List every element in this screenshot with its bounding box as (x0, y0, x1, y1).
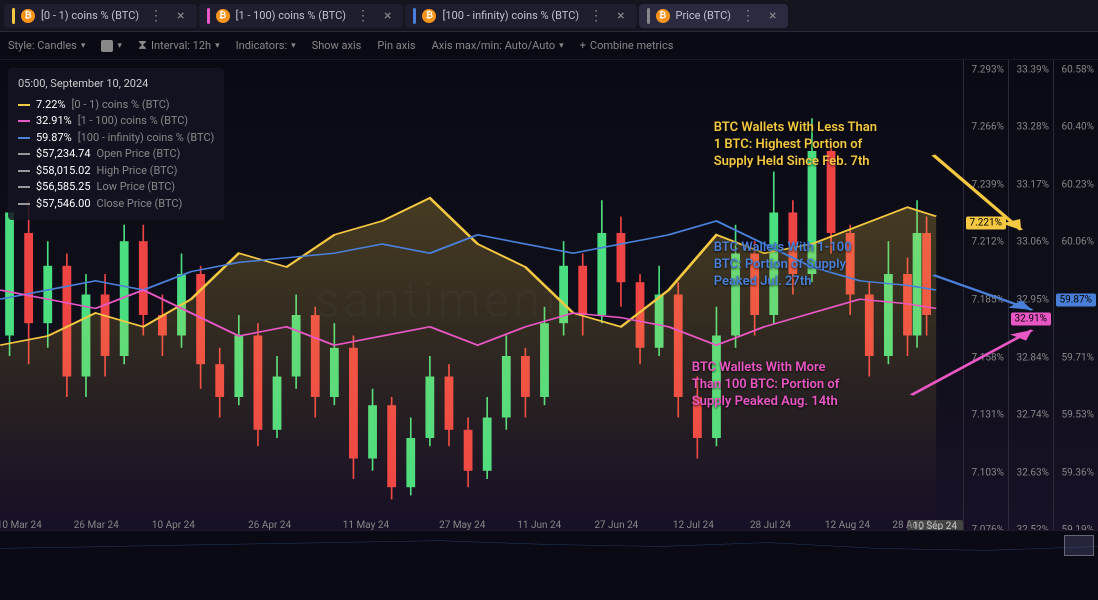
metric-tab-3[interactable]: ₿ Price (BTC) ⋮ × (639, 4, 789, 28)
annotation-2: BTC Wallets With MoreThan 100 BTC: Porti… (692, 360, 840, 411)
close-icon[interactable]: × (380, 8, 395, 24)
mini-timeline[interactable] (0, 530, 1098, 560)
show-axis-toggle[interactable]: Show axis (312, 39, 362, 52)
tab-menu-icon[interactable]: ⋮ (145, 8, 167, 24)
tab-label: Price (BTC) (676, 9, 731, 22)
info-tooltip: 05:00, September 10, 2024 7.22%[0 - 1) c… (8, 68, 224, 220)
info-row: $58,015.02High Price (BTC) (18, 163, 214, 180)
indicators-selector[interactable]: Indicators:▾ (236, 39, 296, 52)
close-icon[interactable]: × (173, 8, 188, 24)
info-row: $57,546.00Close Price (BTC) (18, 196, 214, 213)
y-axis-0: 7.293%7.266%7.239%7.212%7.185%7.158%7.13… (963, 60, 1008, 540)
annotation-0: BTC Wallets With Less Than1 BTC: Highest… (714, 120, 877, 171)
tab-bar: ₿ [0 - 1) coins % (BTC) ⋮ × ₿ [1 - 100) … (0, 0, 1098, 32)
y-axis-group: 7.293%7.266%7.239%7.212%7.185%7.158%7.13… (963, 60, 1098, 540)
info-row: 59.87%[100 - infinity) coins % (BTC) (18, 130, 214, 147)
metric-tab-0[interactable]: ₿ [0 - 1) coins % (BTC) ⋮ × (4, 4, 197, 28)
y-highlight: 59.87% (1056, 294, 1096, 307)
tab-accent (207, 8, 210, 24)
tab-menu-icon[interactable]: ⋮ (352, 8, 374, 24)
pin-axis-toggle[interactable]: Pin axis (377, 39, 415, 52)
combine-metrics-button[interactable]: +Combine metrics (580, 39, 674, 52)
annotation-1: BTC Wallets With 1-100BTC: Portion of Su… (714, 240, 852, 291)
interval-selector[interactable]: ⧗Interval: 12h▾ (138, 38, 220, 53)
btc-icon: ₿ (216, 9, 230, 23)
tab-label: [0 - 1) coins % (BTC) (41, 9, 139, 22)
info-row: 32.91%[1 - 100) coins % (BTC) (18, 113, 214, 130)
tab-label: [100 - infinity) coins % (BTC) (442, 9, 579, 22)
y-axis-1: 33.39%33.28%33.17%33.06%32.95%32.84%32.7… (1008, 60, 1053, 540)
close-icon[interactable]: × (613, 8, 628, 24)
color-picker[interactable]: ▾ (101, 40, 122, 52)
y-highlight: 32.91% (1011, 313, 1051, 326)
tab-menu-icon[interactable]: ⋮ (585, 8, 607, 24)
axis-maxmin-selector[interactable]: Axis max/min: Auto/Auto▾ (432, 39, 564, 52)
chart-area[interactable]: santiment 05:00, September 10, 2024 7.22… (0, 60, 1098, 560)
style-selector[interactable]: Style: Candles▾ (8, 39, 85, 52)
tab-label: [1 - 100) coins % (BTC) (236, 9, 346, 22)
info-row: 7.22%[0 - 1) coins % (BTC) (18, 97, 214, 114)
y-highlight: 7.221% (966, 217, 1006, 230)
tab-accent (12, 8, 15, 24)
metric-tab-1[interactable]: ₿ [1 - 100) coins % (BTC) ⋮ × (199, 4, 404, 28)
tab-accent (647, 8, 650, 24)
tab-menu-icon[interactable]: ⋮ (737, 8, 759, 24)
btc-icon: ₿ (21, 9, 35, 23)
timeline-handle[interactable] (1064, 535, 1094, 556)
btc-icon: ₿ (422, 9, 436, 23)
info-timestamp: 05:00, September 10, 2024 (18, 76, 214, 93)
info-row: $57,234.74Open Price (BTC) (18, 146, 214, 163)
y-axis-2: 60.58%60.40%60.23%60.06%59.87%59.71%59.5… (1053, 60, 1098, 540)
close-icon[interactable]: × (765, 8, 780, 24)
btc-icon: ₿ (656, 9, 670, 23)
info-row: $56,585.25Low Price (BTC) (18, 179, 214, 196)
metric-tab-2[interactable]: ₿ [100 - infinity) coins % (BTC) ⋮ × (405, 4, 636, 28)
toolbar: Style: Candles▾ ▾ ⧗Interval: 12h▾ Indica… (0, 32, 1098, 60)
tab-accent (413, 8, 416, 24)
